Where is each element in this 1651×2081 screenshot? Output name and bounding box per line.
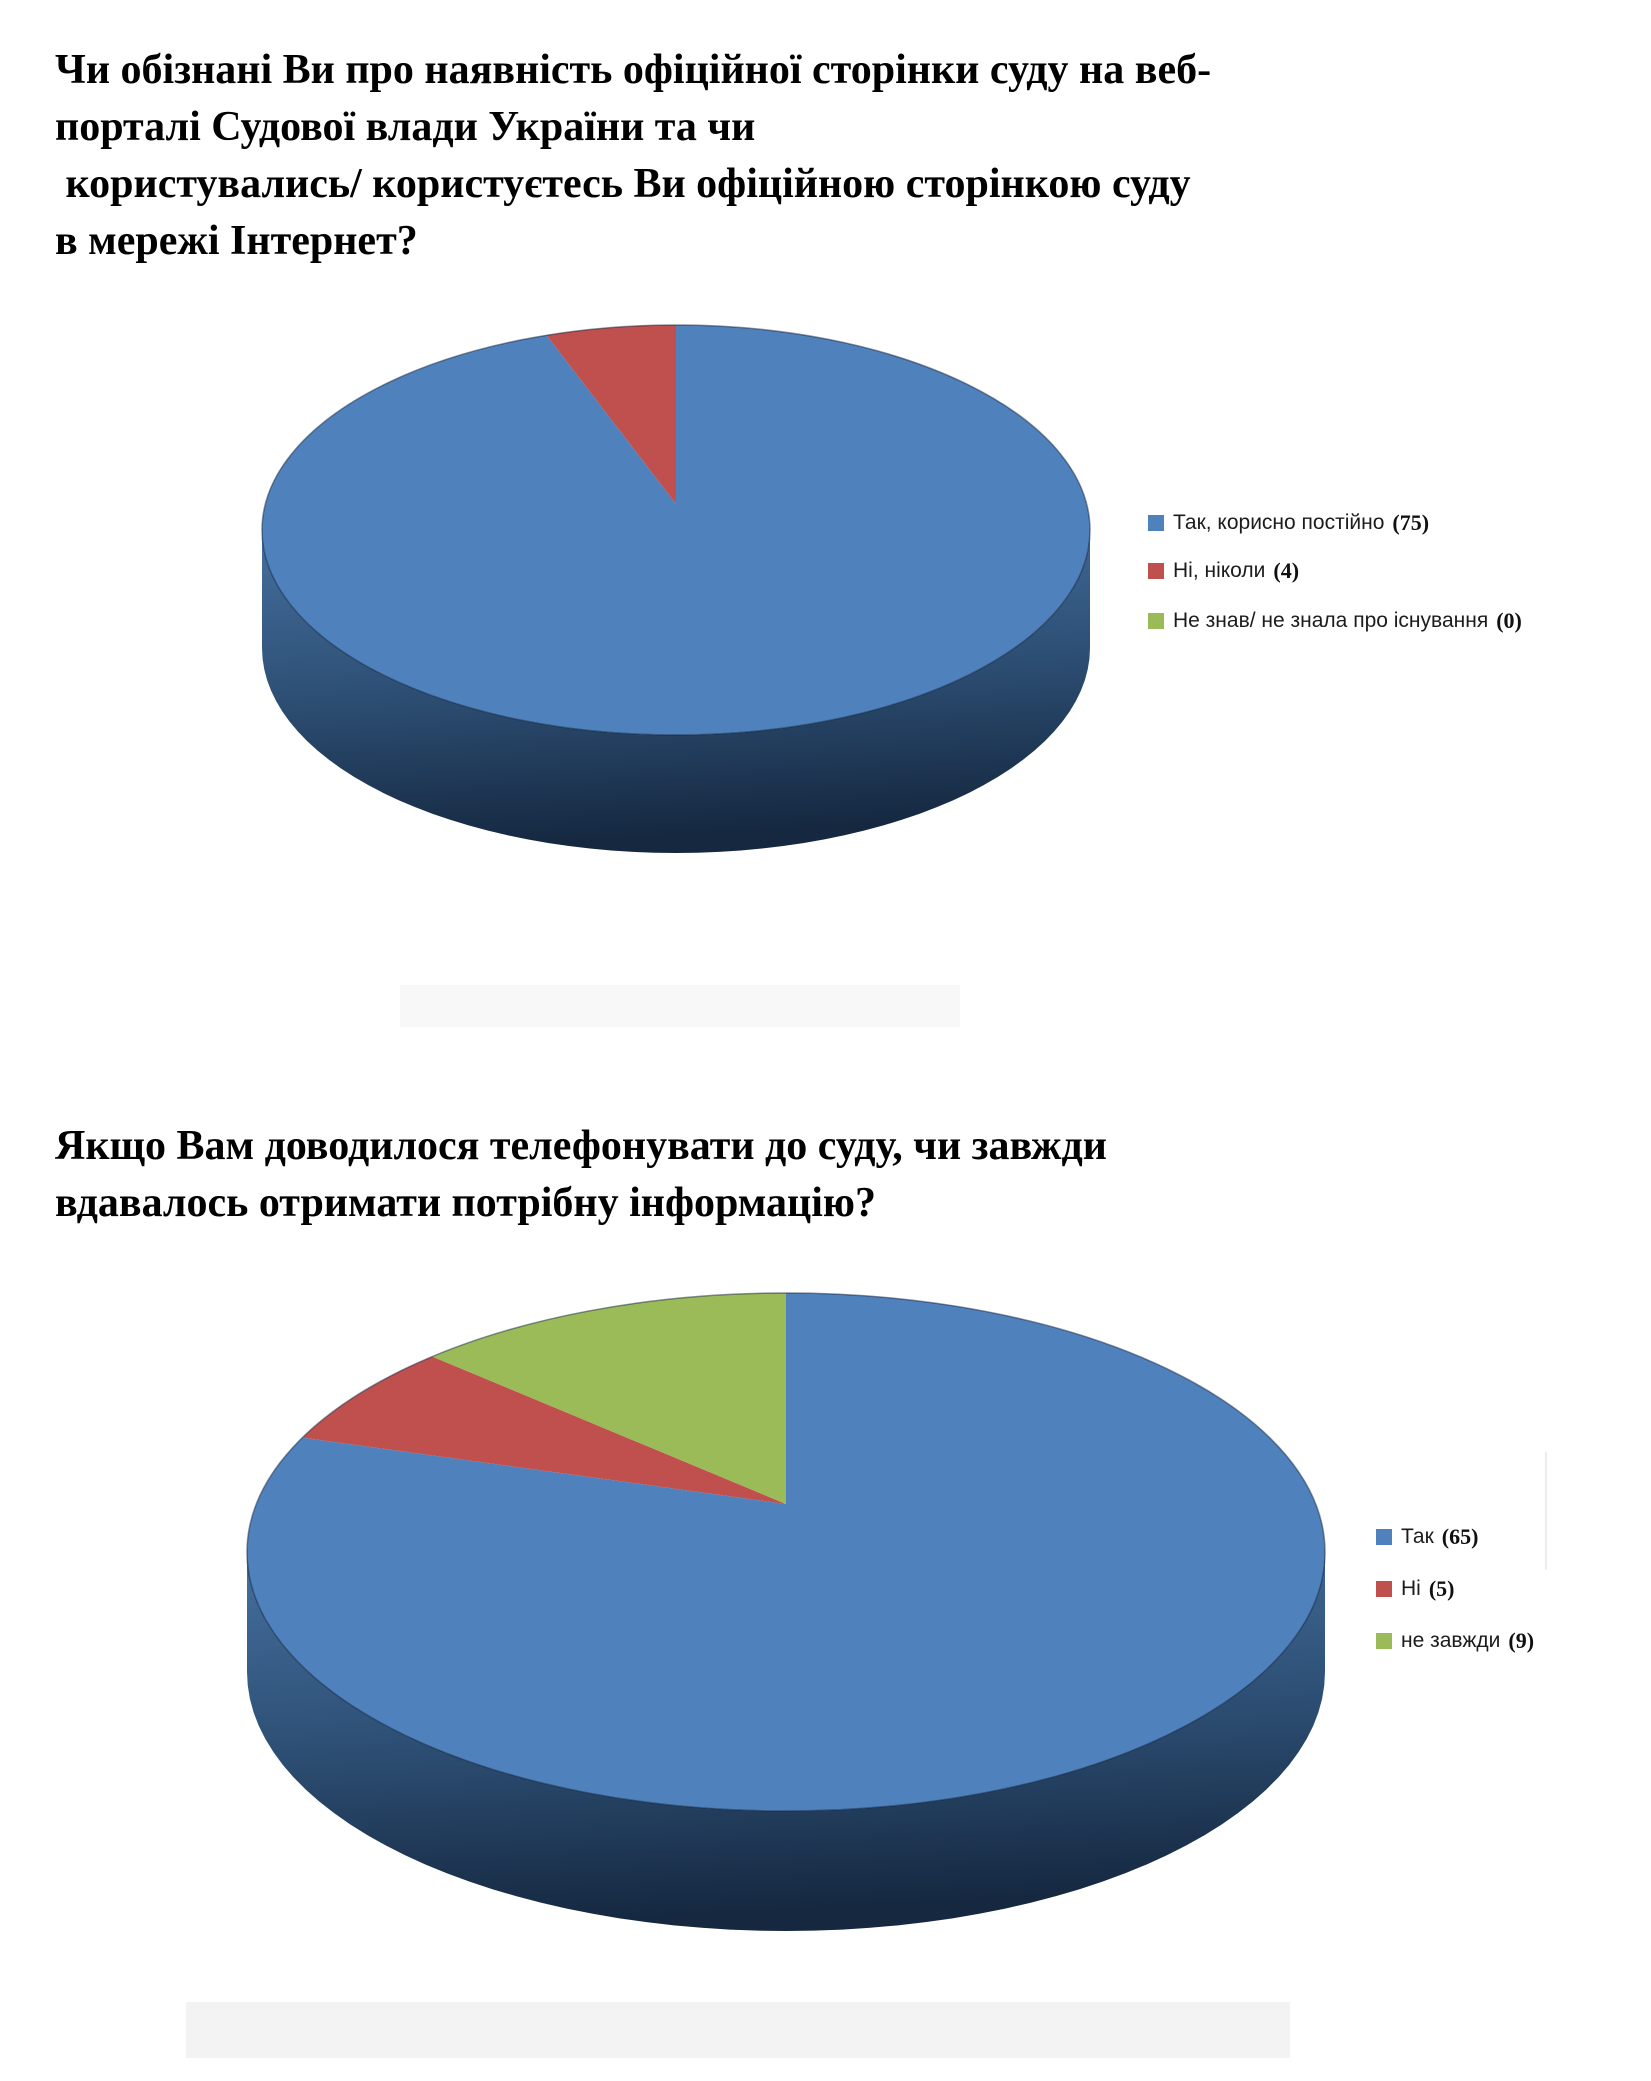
chart1-title-line2: порталі Судової влади України та чи [55, 104, 756, 150]
chart1-title: Чи обізнані Ви про наявність офіційної с… [55, 42, 1335, 270]
legend-label: Так [1401, 1525, 1434, 1548]
chart2-title-line2: вдавалось отримати потрібну інформацію? [55, 1180, 877, 1226]
legend-item: Не знав/ не знала про існування (0) [1148, 608, 1522, 634]
legend-count: (0) [1496, 608, 1522, 633]
legend-count: (65) [1441, 1524, 1479, 1549]
legend-label: Ні [1401, 1577, 1421, 1600]
pie-rim-outline [246, 1292, 1326, 1812]
chart1-title-line1: Чи обізнані Ви про наявність офіційної с… [55, 47, 1212, 93]
legend-swatch [1376, 1633, 1392, 1649]
pie-slice-0-Так [247, 1293, 1325, 1811]
legend-count: (75) [1392, 510, 1430, 535]
legend-label: Не знав/ не знала про існування [1173, 609, 1489, 632]
legend-swatch [1148, 613, 1164, 629]
shadow-artifact [186, 2002, 1290, 2058]
chart2-title-line1: Якщо Вам доводилося телефонувати до суду… [55, 1123, 1107, 1169]
legend-label: не завжди [1401, 1629, 1501, 1652]
legend-label: Так, корисно постійно [1173, 511, 1385, 534]
chart1-title-line3: користувались/ користуєтесь Ви офіційною… [55, 161, 1191, 207]
plot-area-edge [1545, 1452, 1547, 1570]
legend-swatch [1148, 563, 1164, 579]
legend-count: (4) [1273, 558, 1300, 583]
pie-side [247, 1552, 1325, 1931]
legend-swatch [1148, 515, 1164, 531]
pie-slice-2-не завжди [432, 1293, 786, 1504]
pie-slice-0-Так, корисно постійно [262, 325, 1090, 735]
legend-item: Так (65) [1376, 1524, 1478, 1550]
shadow-artifact [400, 985, 960, 1027]
legend-count: (5) [1428, 1576, 1455, 1601]
legend-item: не завжди (9) [1376, 1628, 1534, 1654]
chart2-title: Якщо Вам доводилося телефонувати до суду… [55, 1118, 1335, 1232]
legend-item: Ні (5) [1376, 1576, 1455, 1602]
pie-slice-1-Ні, ніколи [546, 325, 676, 504]
pie-chart-1 [261, 324, 1091, 853]
legend-item: Так, корисно постійно (75) [1148, 510, 1429, 536]
legend-swatch [1376, 1529, 1392, 1545]
pie-side [262, 530, 1090, 853]
pie-rim-outline [261, 324, 1091, 736]
legend-swatch [1376, 1581, 1392, 1597]
pie-chart-2 [246, 1292, 1326, 1931]
legend-label: Ні, ніколи [1173, 559, 1266, 582]
pie-slice-1-Ні [302, 1356, 786, 1504]
legend-count: (9) [1508, 1628, 1535, 1653]
chart1-title-line4: в мережі Інтернет? [55, 218, 418, 264]
legend-item: Ні, ніколи (4) [1148, 558, 1299, 584]
